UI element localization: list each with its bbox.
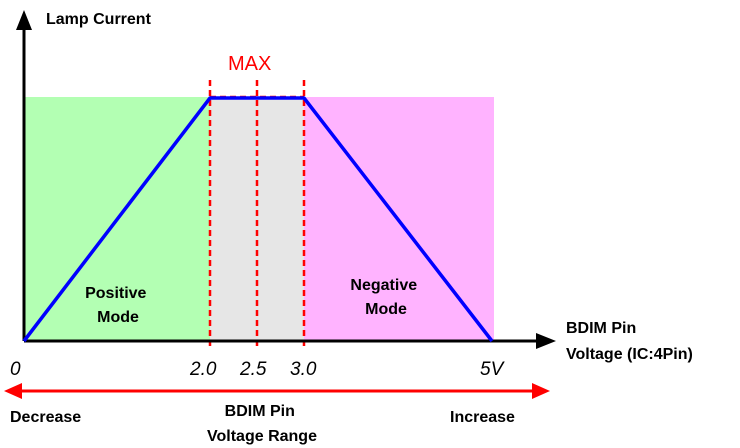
negative-mode-label: Negative Mode [350, 277, 421, 318]
y-axis-label: Lamp Current [46, 11, 152, 28]
axes [22, 28, 540, 343]
tick-label: 5V [480, 359, 506, 380]
negative-mode-label-line2: Mode [365, 301, 407, 318]
tick-label: 2.0 [189, 359, 217, 380]
negative-mode-label-line1: Negative [350, 277, 417, 294]
positive-mode-label-line1: Positive [85, 285, 146, 302]
x-axis-arrow-icon [536, 333, 556, 349]
range-label: BDIM Pin Voltage Range [207, 403, 317, 445]
positive-mode-label-line2: Mode [97, 309, 139, 326]
decrease-label: Decrease [10, 409, 81, 426]
increase-label: Increase [450, 409, 515, 426]
range-arrow-left-icon [4, 383, 22, 399]
y-axis-arrow-icon [16, 10, 32, 30]
range-arrow-right-icon [532, 383, 550, 399]
lamp-current-curve [22, 96, 494, 343]
x-axis-label-line1: BDIM Pin [566, 320, 636, 337]
range-label-line1: BDIM Pin [225, 403, 295, 420]
range-label-line2: Voltage Range [207, 428, 317, 445]
positive-mode-label: Positive Mode [85, 285, 151, 326]
x-axis-label: BDIM Pin Voltage (IC:4Pin) [566, 320, 693, 363]
tick-label: 3.0 [290, 359, 317, 380]
tick-label: 2.5 [239, 359, 267, 380]
tick-label: 0 [10, 359, 21, 380]
x-axis-label-line2: Voltage (IC:4Pin) [566, 346, 693, 363]
max-label: MAX [228, 53, 271, 75]
